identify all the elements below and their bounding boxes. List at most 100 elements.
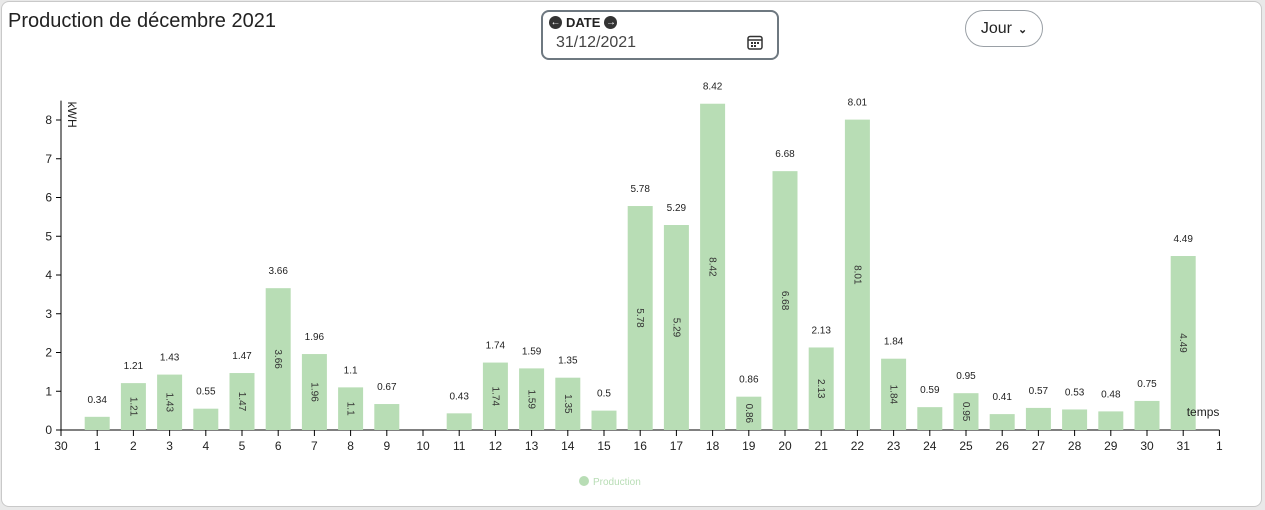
arrow-left-circle-icon[interactable]: ←	[549, 16, 562, 29]
bar-inner-label: 3.66	[272, 349, 283, 369]
period-select[interactable]: Jour ⌄	[965, 10, 1043, 47]
bar	[627, 206, 653, 430]
bar-value-label: 4.49	[1173, 234, 1193, 245]
bar-inner-label: 1.84	[888, 385, 899, 405]
bar-value-label: 0.75	[1137, 379, 1157, 390]
bar-value-label: 1.1	[344, 365, 358, 376]
y-tick-label: 5	[45, 229, 52, 243]
x-tick-label: 30	[1140, 439, 1154, 453]
x-tick-label: 20	[778, 439, 792, 453]
bar-value-label: 0.41	[992, 392, 1012, 403]
bar	[301, 354, 327, 430]
x-tick-label: 15	[597, 439, 611, 453]
bar-value-label: 1.47	[232, 351, 252, 362]
bar	[265, 288, 291, 430]
y-tick-label: 1	[45, 384, 52, 398]
bar	[772, 171, 798, 430]
bar-value-label: 8.42	[703, 82, 723, 93]
bar	[157, 374, 183, 430]
bar-inner-label: 0.95	[960, 402, 971, 422]
x-tick-label: 23	[887, 439, 901, 453]
bar-value-label: 1.43	[160, 353, 180, 364]
bar-inner-label: 0.86	[743, 404, 754, 424]
bar-inner-label: 2.13	[815, 379, 826, 399]
page-title: Production de décembre 2021	[8, 10, 276, 32]
x-tick-label: 8	[347, 439, 354, 453]
bar-inner-label: 5.78	[634, 308, 645, 328]
bar	[1170, 256, 1196, 430]
bar	[555, 377, 581, 430]
bar	[1134, 400, 1160, 430]
x-tick-label: 2	[130, 439, 137, 453]
bar	[917, 407, 943, 430]
bar-value-label: 0.43	[449, 391, 469, 402]
bar-value-label: 0.86	[739, 375, 759, 386]
date-label: DATE	[566, 15, 601, 30]
legend-label: Production	[593, 477, 641, 488]
bar-value-label: 0.57	[1029, 386, 1049, 397]
bar-value-label: 0.95	[956, 371, 976, 382]
bar-value-label: 0.34	[87, 395, 107, 406]
y-tick-label: 6	[45, 191, 52, 205]
period-select-value: Jour	[980, 19, 1012, 37]
legend-swatch	[579, 476, 589, 486]
x-tick-label: 9	[383, 439, 390, 453]
bar	[84, 416, 110, 430]
bar-inner-label: 1.43	[164, 393, 175, 413]
x-tick-label: 1	[1216, 439, 1223, 453]
y-tick-label: 0	[45, 423, 52, 437]
x-tick-label: 18	[706, 439, 720, 453]
bar	[446, 413, 472, 430]
bar-value-label: 0.55	[196, 387, 216, 398]
x-tick-label: 29	[1104, 439, 1118, 453]
bar-value-label: 1.84	[884, 337, 904, 348]
y-tick-label: 3	[45, 307, 52, 321]
x-tick-label: 14	[561, 439, 575, 453]
bar-inner-label: 1.21	[127, 397, 138, 417]
bar	[989, 414, 1015, 430]
bar	[193, 408, 219, 430]
x-tick-label: 13	[525, 439, 539, 453]
x-tick-label: 5	[239, 439, 246, 453]
bar	[700, 103, 726, 430]
bar-inner-label: 1.1	[345, 402, 356, 416]
arrow-right-circle-icon[interactable]: →	[604, 16, 618, 29]
bar	[808, 347, 834, 430]
y-tick-label: 8	[45, 113, 52, 127]
bar-value-label: 1.21	[124, 361, 144, 372]
calendar-icon[interactable]	[747, 34, 763, 50]
bar	[663, 225, 689, 430]
chevron-down-icon: ⌄	[1017, 24, 1028, 36]
x-tick-label: 16	[634, 439, 648, 453]
bar	[229, 373, 255, 430]
bar-value-label: 6.68	[775, 149, 795, 160]
bar	[736, 396, 762, 430]
bar-inner-label: 5.29	[670, 318, 681, 338]
y-tick-label: 4	[45, 268, 52, 282]
x-tick-label: 12	[489, 439, 503, 453]
bar-value-label: 0.59	[920, 385, 940, 396]
bar	[953, 393, 979, 430]
x-tick-label: 4	[202, 439, 209, 453]
x-tick-label: 7	[311, 439, 318, 453]
date-input[interactable]: 31/12/2021	[556, 34, 637, 51]
bar	[374, 404, 400, 430]
bar-value-label: 1.74	[486, 341, 506, 352]
bar	[120, 383, 146, 430]
bar-value-label: 0.53	[1065, 387, 1085, 398]
x-tick-label: 22	[851, 439, 865, 453]
bar-value-label: 2.13	[811, 325, 831, 336]
bar	[591, 410, 617, 430]
x-tick-label: 27	[1032, 439, 1046, 453]
bar-value-label: 0.67	[377, 382, 397, 393]
bar-value-label: 1.96	[305, 332, 325, 343]
bar-inner-label: 1.47	[236, 392, 247, 412]
bar-inner-label: 1.96	[308, 382, 319, 402]
bar-inner-label: 1.74	[489, 387, 500, 407]
x-tick-label: 25	[959, 439, 973, 453]
y-axis-label: kWH	[65, 102, 79, 128]
x-tick-label: 28	[1068, 439, 1082, 453]
bar-inner-label: 6.68	[779, 291, 790, 311]
date-picker[interactable]: ← DATE → 31/12/2021	[541, 10, 779, 60]
